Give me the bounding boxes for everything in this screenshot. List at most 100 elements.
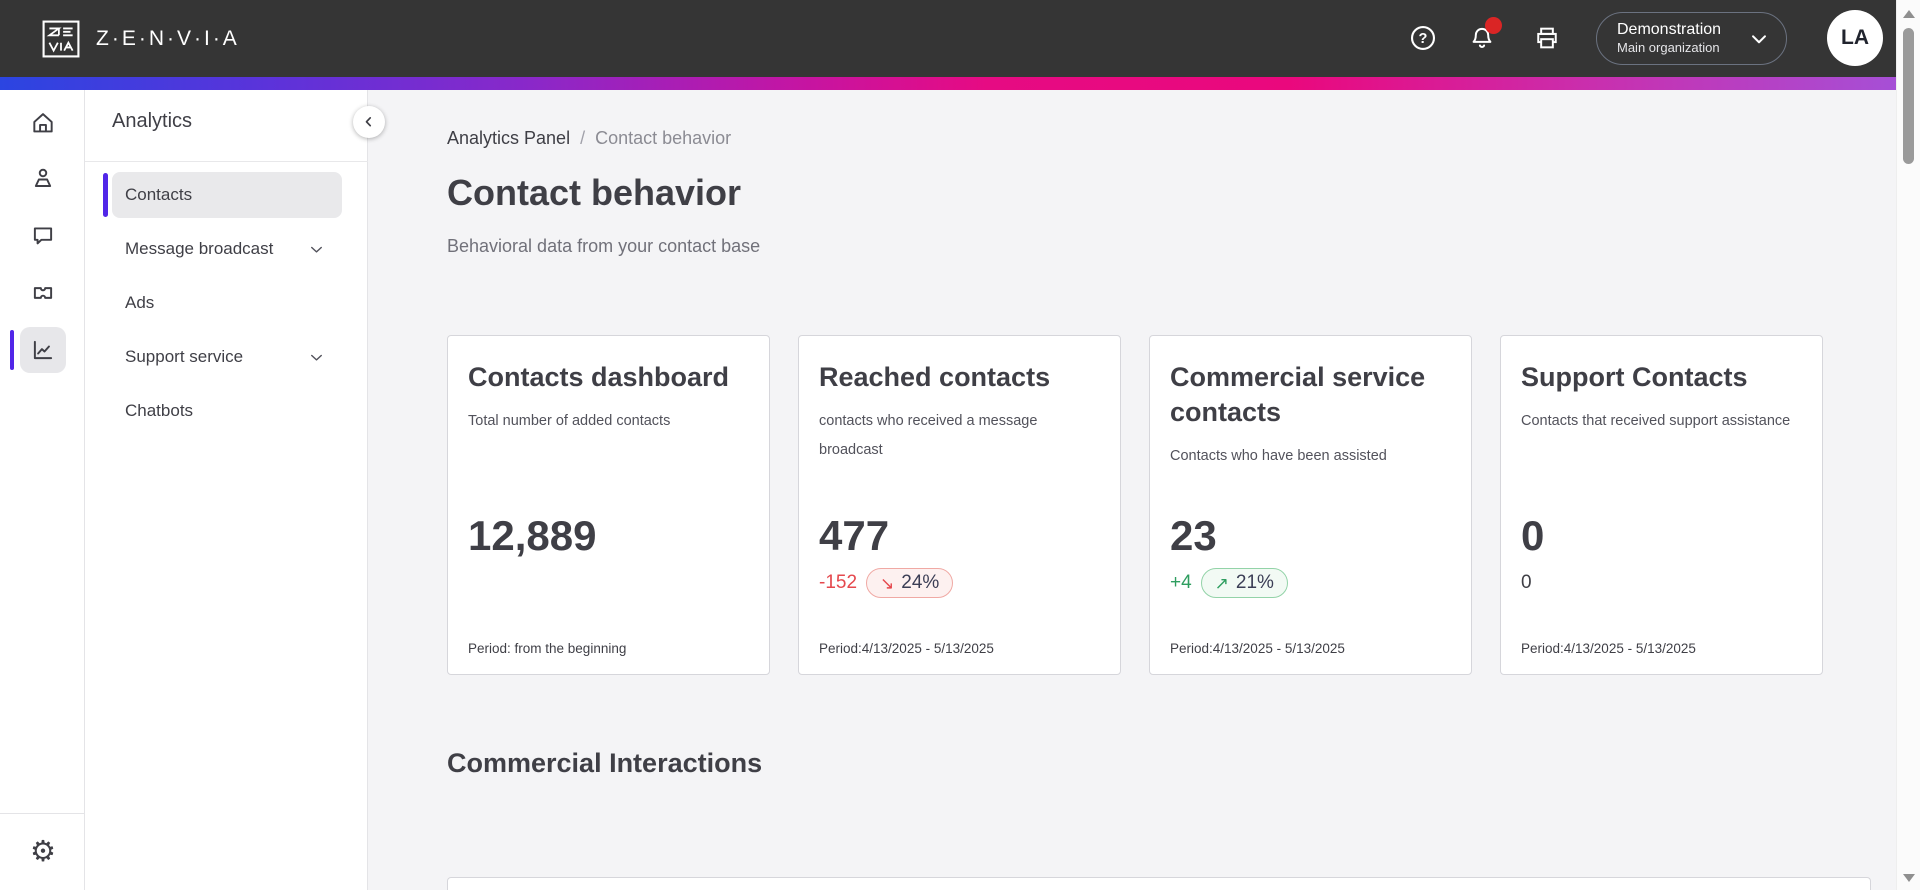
- delta-value: 0: [1521, 572, 1532, 593]
- scrollbar-down-arrow[interactable]: [1903, 874, 1915, 882]
- card-description: Contacts who have been assisted: [1170, 448, 1387, 465]
- rail-divider: [0, 813, 85, 814]
- sidebar-item-support-service[interactable]: Support service: [112, 334, 342, 380]
- delta-value: +4: [1170, 572, 1192, 593]
- scrollbar-thumb[interactable]: [1903, 28, 1914, 164]
- card-description: contacts who received a message broadcas…: [819, 413, 1038, 459]
- sidebar-item-label: Chatbots: [125, 401, 194, 420]
- trend-percent: 21%: [1235, 572, 1274, 593]
- trend-up-icon: ↗: [1214, 573, 1229, 593]
- card-period: Period:4/13/2025 - 5/13/2025: [1170, 641, 1345, 656]
- stat-card-commercial-service-contacts: Commercial service contacts Contacts who…: [1149, 335, 1472, 675]
- card-description: Contacts that received support assistanc…: [1521, 413, 1791, 430]
- chevron-down-icon: [1746, 26, 1772, 52]
- card-title: Contacts dashboard: [468, 362, 730, 392]
- trend-badge: ↘ 24%: [866, 568, 954, 598]
- print-button[interactable]: [1533, 24, 1561, 52]
- card-description: Total number of added contacts: [468, 413, 671, 430]
- svg-text:?: ?: [1419, 31, 1428, 47]
- line-chart-icon: [30, 337, 56, 363]
- trend-down-icon: ↘: [880, 573, 895, 593]
- card-title: Reached contacts: [819, 362, 1051, 392]
- card-delta-row: 0: [1521, 568, 1532, 598]
- card-title: Commercial service contacts: [1170, 362, 1426, 428]
- stat-card-support-contacts: Support Contacts Contacts that received …: [1500, 335, 1823, 675]
- menu-active-indicator: [103, 173, 108, 217]
- home-icon: [30, 110, 56, 136]
- rail-item-contacts[interactable]: [20, 155, 66, 201]
- help-icon: ?: [1409, 24, 1437, 52]
- zenvia-logo-icon: [42, 20, 80, 58]
- notifications-button[interactable]: [1468, 17, 1502, 52]
- card-period: Period: from the beginning: [468, 641, 627, 656]
- sidebar-item-label: Ads: [125, 293, 155, 312]
- org-switcher-text: Demonstration Main organization: [1617, 20, 1721, 56]
- rail-item-tickets[interactable]: [20, 270, 66, 316]
- sidebar-divider: [85, 161, 368, 162]
- org-name: Demonstration: [1617, 21, 1722, 39]
- rail-active-indicator: [10, 330, 14, 370]
- brand-gradient-bar: [0, 77, 1896, 90]
- rail-item-home[interactable]: [20, 100, 66, 146]
- sidebar-item-ads[interactable]: Ads: [112, 280, 342, 326]
- section-heading-commercial-interactions: Commercial Interactions: [447, 748, 763, 778]
- sidebar-title: Analytics: [112, 110, 193, 132]
- breadcrumb: Analytics Panel / Contact behavior: [447, 128, 731, 149]
- stat-card-contacts-dashboard: Contacts dashboard Total number of added…: [447, 335, 770, 675]
- icon-rail: ⚙: [0, 90, 85, 890]
- sidebar-item-chatbots[interactable]: Chatbots: [112, 388, 342, 434]
- trend-badge: ↗ 21%: [1200, 568, 1288, 598]
- page-title: Contact behavior: [447, 172, 742, 213]
- gear-icon: ⚙: [30, 835, 56, 868]
- delta-value: -152: [819, 572, 858, 593]
- analytics-sidebar: Analytics Contacts Message broadcast Ads: [85, 90, 385, 890]
- rail-item-analytics[interactable]: [20, 327, 66, 373]
- commercial-interactions-card-partial: [447, 877, 1871, 890]
- sidebar-item-contacts[interactable]: Contacts: [112, 172, 342, 218]
- avatar-initials: LA: [1841, 26, 1869, 49]
- stat-cards-row: Contacts dashboard Total number of added…: [447, 335, 1823, 675]
- collapse-sidebar-button[interactable]: [353, 106, 385, 138]
- breadcrumb-separator: /: [580, 128, 586, 148]
- card-value: 477: [819, 512, 890, 559]
- brand-home-link[interactable]: Z·E·N·V·I·A: [42, 20, 240, 58]
- stat-card-reached-contacts: Reached contacts contacts who received a…: [798, 335, 1121, 675]
- person-icon: [30, 165, 56, 191]
- chevron-down-icon: [307, 348, 326, 367]
- printer-icon: [1533, 24, 1561, 52]
- brand-text: Z·E·N·V·I·A: [96, 26, 240, 50]
- main-content: Analytics Panel / Contact behavior Conta…: [368, 90, 1896, 890]
- sidebar-item-message-broadcast[interactable]: Message broadcast: [112, 226, 342, 272]
- chevron-left-icon: [359, 112, 379, 132]
- page-scrollbar[interactable]: [1896, 0, 1920, 890]
- card-value: 23: [1170, 512, 1217, 559]
- top-bar: Z·E·N·V·I·A ?: [0, 0, 1896, 77]
- card-delta-row: +4 ↗ 21%: [1170, 568, 1288, 598]
- notification-badge: [1485, 17, 1502, 34]
- org-switcher[interactable]: Demonstration Main organization: [1596, 12, 1787, 65]
- org-subtitle: Main organization: [1617, 40, 1720, 56]
- sidebar-item-label: Message broadcast: [125, 239, 274, 258]
- card-period: Period:4/13/2025 - 5/13/2025: [819, 641, 994, 656]
- chat-bubble-icon: [30, 223, 56, 249]
- card-value: 0: [1521, 512, 1545, 559]
- trend-percent: 24%: [901, 572, 940, 593]
- breadcrumb-current: Contact behavior: [595, 128, 732, 148]
- rail-item-settings[interactable]: ⚙: [20, 829, 66, 875]
- card-title: Support Contacts: [1521, 362, 1748, 392]
- breadcrumb-parent-link[interactable]: Analytics Panel: [447, 128, 571, 148]
- sidebar-item-label: Contacts: [125, 185, 193, 204]
- bell-icon: [1468, 24, 1496, 52]
- sidebar-item-label: Support service: [125, 347, 244, 366]
- chevron-down-icon: [307, 240, 326, 259]
- ticket-icon: [30, 280, 56, 306]
- rail-item-conversations[interactable]: [20, 213, 66, 259]
- user-avatar[interactable]: LA: [1827, 10, 1883, 66]
- scrollbar-up-arrow[interactable]: [1903, 10, 1915, 18]
- card-period: Period:4/13/2025 - 5/13/2025: [1521, 641, 1696, 656]
- help-button[interactable]: ?: [1409, 24, 1437, 52]
- card-value: 12,889: [468, 512, 597, 559]
- page-subtitle: Behavioral data from your contact base: [447, 236, 761, 256]
- card-delta-row: -152 ↘ 24%: [819, 568, 954, 598]
